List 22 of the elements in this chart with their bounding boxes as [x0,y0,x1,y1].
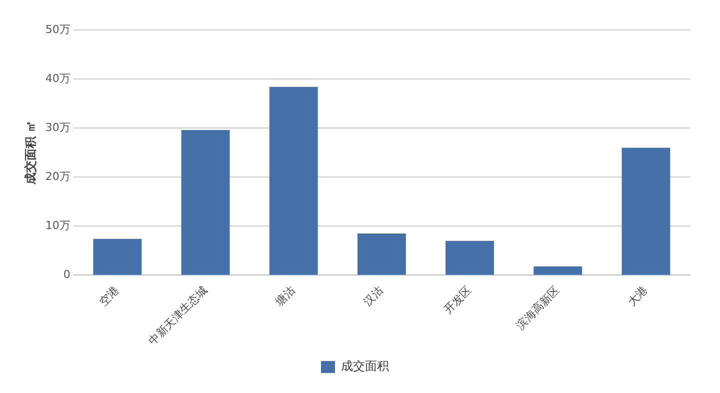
bar [534,266,582,275]
y-tick-label: 20万 [45,170,70,183]
x-tick-label: 开发区 [441,284,474,316]
legend-label: 成交面积 [341,359,389,374]
y-axis-title: 成交面积 ㎡ [23,120,38,186]
bar [622,148,670,275]
y-tick-label: 40万 [45,72,70,85]
y-tick-label: 50万 [45,22,70,36]
x-tick-label: 中新天津生态城 [146,284,210,348]
bar [269,86,318,275]
x-tick-label: 汉沽 [361,284,386,309]
bar [446,240,494,275]
y-tick-label: 30万 [45,120,70,134]
y-tick-label: 10万 [45,219,70,232]
x-tick-label: 塘沽 [272,284,298,310]
bar [357,234,406,275]
x-tick-label: 滨海高新区 [514,284,562,332]
y-tick-label: 0 [63,268,70,282]
bar [181,130,230,275]
bar [93,238,142,275]
x-tick-label: 空港 [96,284,122,309]
x-tick-label: 大港 [625,284,650,309]
